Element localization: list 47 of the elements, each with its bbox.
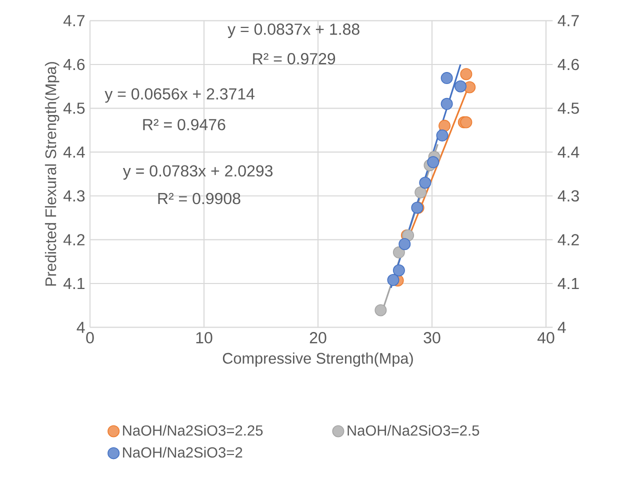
annotation: y = 0.0656x + 2.3714 (104, 88, 255, 103)
y-tick-label: 4.3 (63, 190, 85, 202)
y-axis-title: Predicted Flexural Strength(Mpa) (44, 62, 60, 286)
x-axis-title: Compressive Strength(Mpa) (222, 352, 413, 367)
y2-tick-label: 4.3 (558, 190, 579, 202)
y-tick-label: 4.5 (63, 102, 85, 114)
y2-tick-label: 4.5 (558, 102, 579, 114)
y-tick-label: 4.6 (63, 58, 85, 70)
point (440, 98, 453, 110)
annotation: y = 0.0783x + 2.0293 (122, 165, 273, 180)
annotation: R² = 0.9908 (158, 192, 240, 204)
y2-tick-label: 4.4 (558, 146, 580, 158)
x-tick-label: 20 (310, 332, 326, 344)
y2-tick-label: 4.2 (558, 234, 579, 246)
point (460, 68, 472, 80)
y-tick-label: 4.2 (63, 234, 84, 246)
point (387, 274, 400, 286)
legend-label: NaOH/Na2SiO3=2.5 (348, 424, 480, 436)
legend-label: NaOH/Na2SiO3=2.25 (123, 424, 263, 436)
y-tick-label: 4.1 (63, 278, 85, 290)
y2-tick-label: 4.6 (558, 58, 579, 70)
y-tick-label: 4.7 (63, 15, 84, 26)
point (392, 264, 405, 276)
point (454, 80, 466, 92)
point (438, 120, 451, 132)
x-tick-label: 0 (86, 332, 94, 344)
point (374, 304, 387, 316)
annotation: R² = 0.9729 (253, 53, 336, 64)
point (427, 156, 440, 168)
x-tick-label: 10 (196, 332, 212, 344)
y2-tick-label: 4.7 (558, 15, 579, 26)
point (440, 72, 453, 84)
annotation: y = 0.0837x + 1.88 (228, 24, 360, 38)
y2-tick-label: 4.1 (558, 278, 579, 290)
legend-label: NaOH/Na2SiO3=2 (123, 446, 242, 458)
x-tick-label: 30 (424, 332, 440, 344)
point (392, 246, 405, 258)
y-tick-label: 4.4 (63, 146, 85, 158)
x-tick-label: 40 (537, 332, 554, 344)
y-tick-label: 4 (76, 322, 85, 333)
point (398, 238, 411, 250)
annotation: R² = 0.9476 (143, 118, 226, 130)
point (414, 186, 427, 198)
point (436, 129, 448, 142)
y2-tick-label: 4 (558, 322, 566, 333)
point (419, 176, 432, 189)
point (460, 116, 472, 128)
